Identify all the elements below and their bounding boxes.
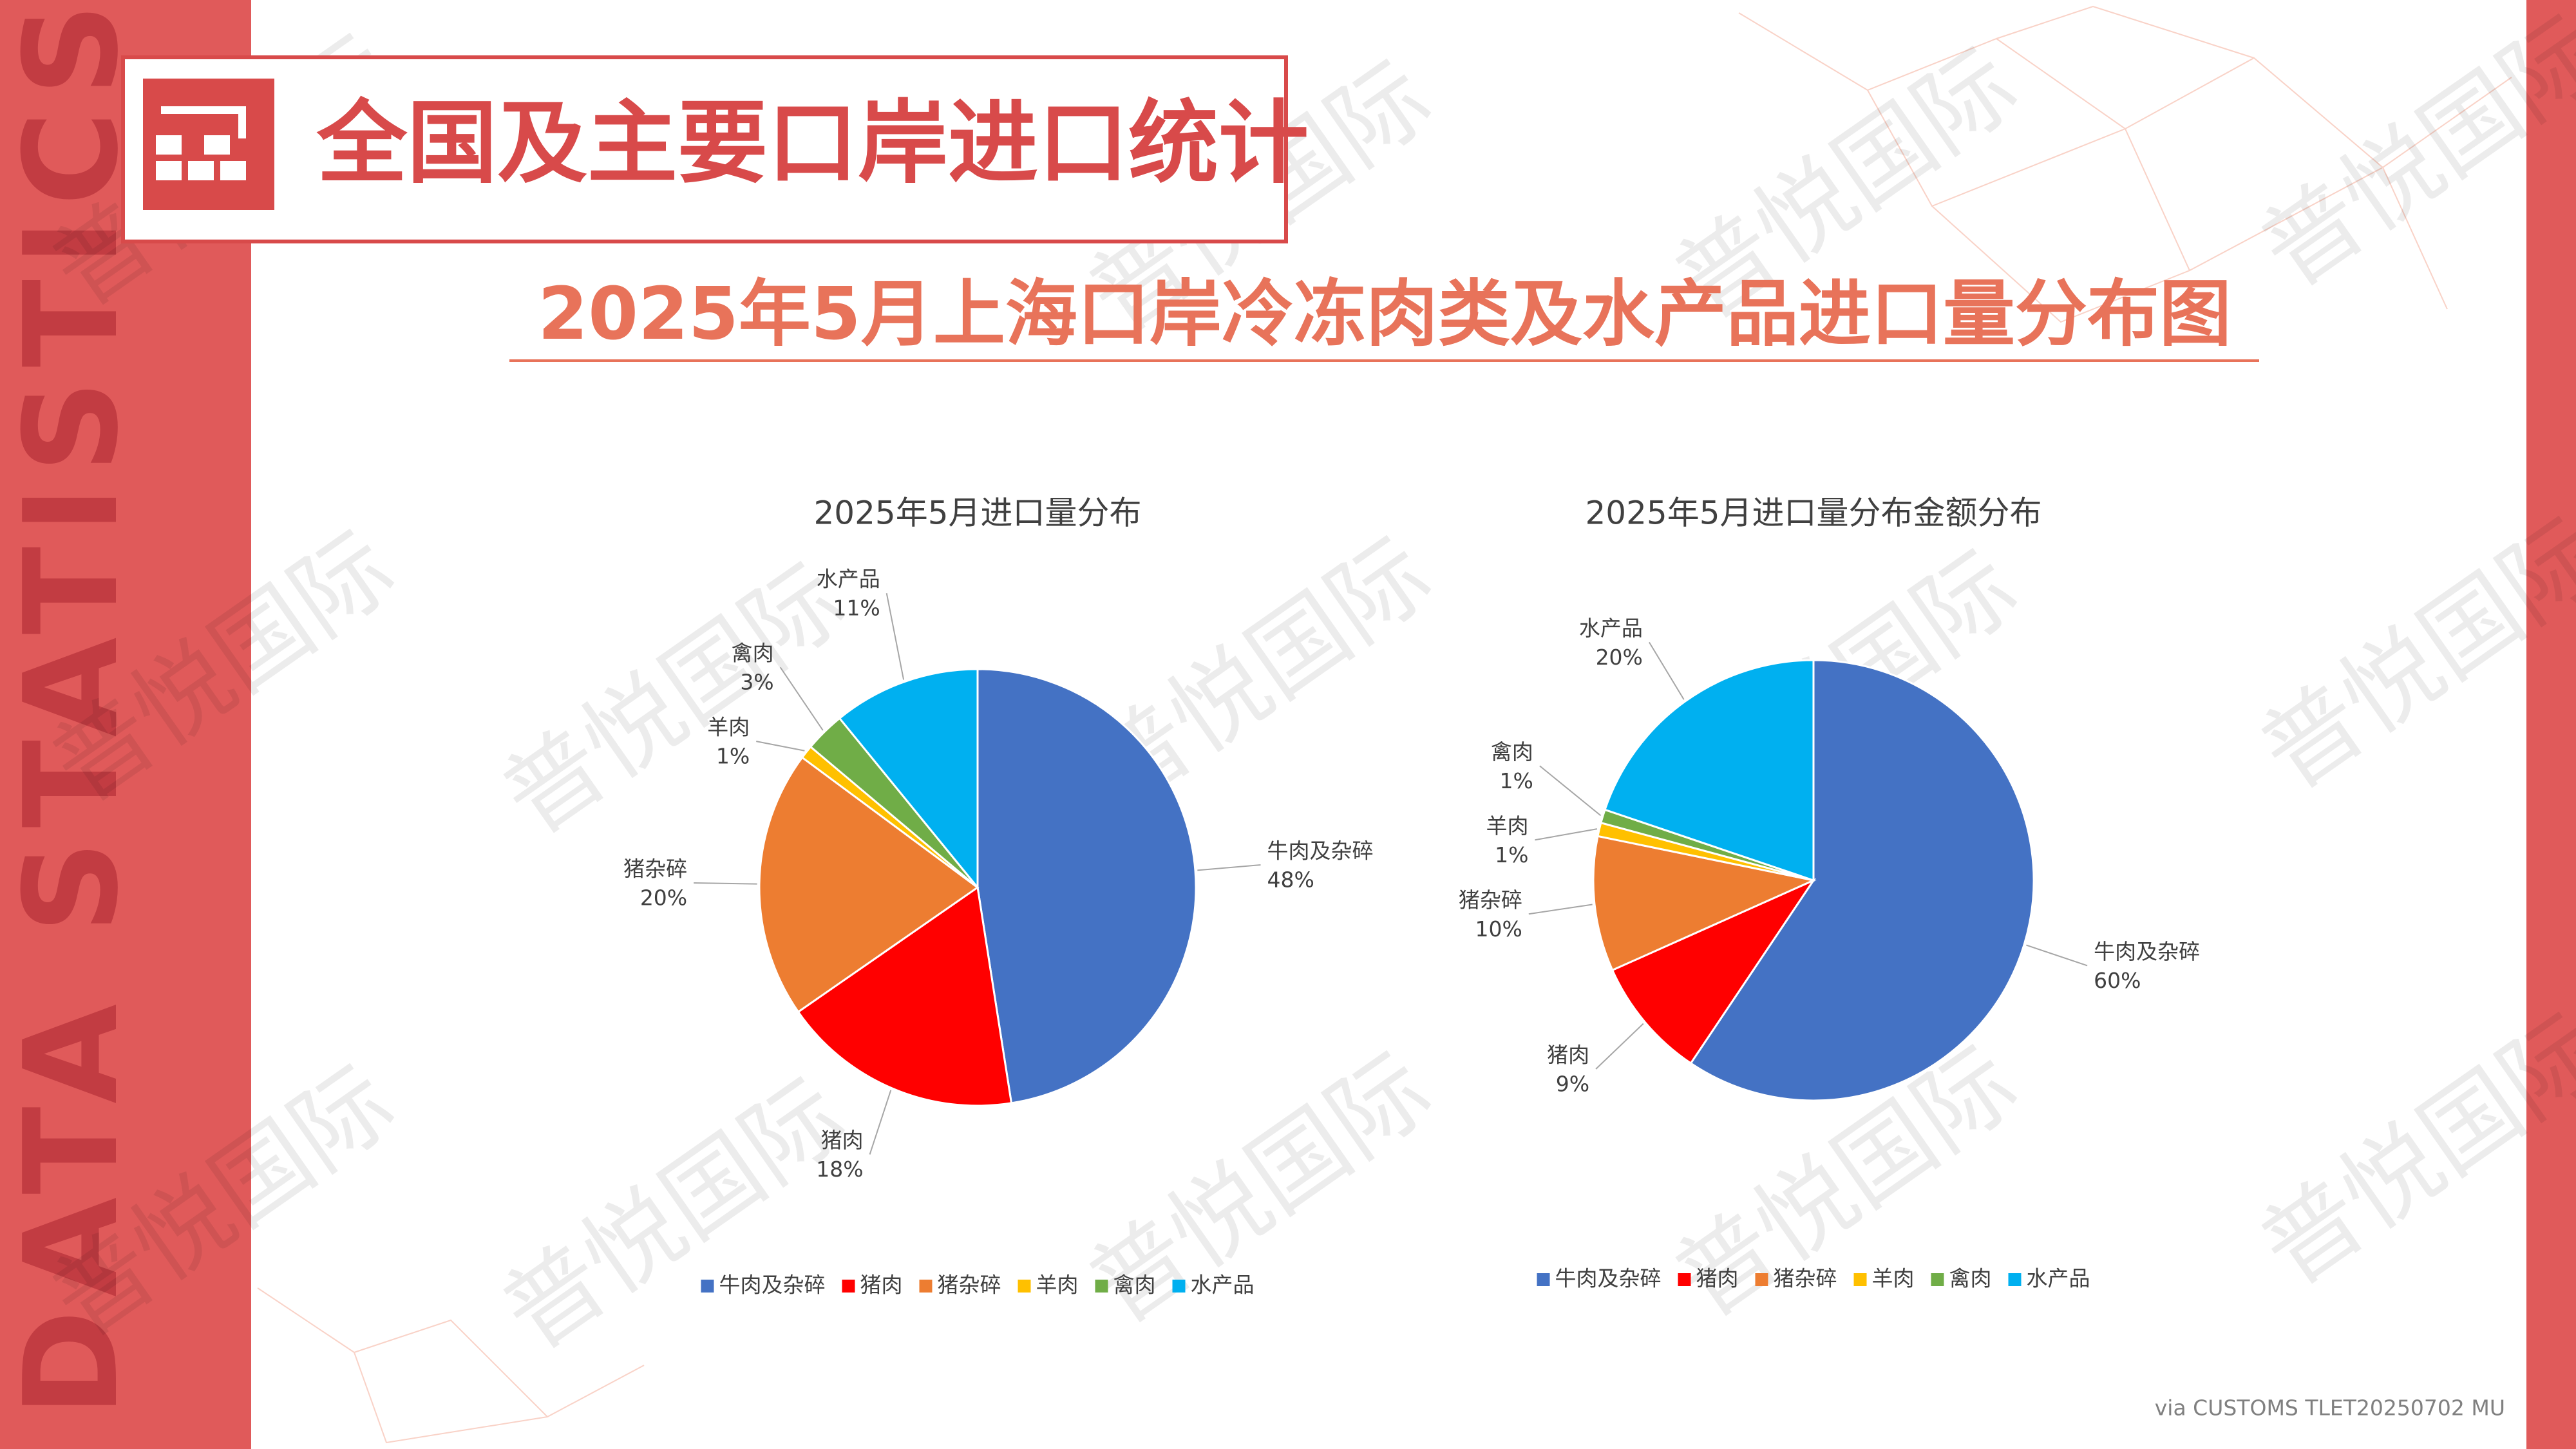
header-box: [121, 55, 1288, 243]
legend-marker: [2008, 1273, 2022, 1286]
pie-slice: [1604, 659, 1815, 882]
data-label-name: 牛肉及杂碎: [2094, 939, 2200, 964]
data-label-name: 水产品: [817, 567, 880, 592]
right-strip: [2526, 0, 2576, 1449]
data-label-value: 20%: [1596, 645, 1643, 670]
data-label-name: 猪肉: [1547, 1042, 1589, 1067]
data-label-value: 10%: [1475, 916, 1522, 942]
data-label-value: 1%: [716, 744, 750, 769]
pie-slice: [1689, 659, 2035, 1102]
legend-label: 羊肉: [1872, 1266, 1915, 1291]
legend-marker: [1018, 1280, 1031, 1293]
data-label-value: 3%: [740, 670, 773, 695]
legend-marker: [842, 1280, 855, 1293]
data-label-value: 60%: [2094, 968, 2141, 993]
header-title: 全国及主要口岸进口统计: [316, 91, 1309, 196]
data-label-value: 48%: [1267, 867, 1314, 892]
pie-slice: [797, 886, 1013, 1107]
leader-line: [869, 1090, 892, 1155]
legend-label: 猪肉: [860, 1273, 903, 1298]
chart-title: 2025年5月进口量分布金额分布: [1585, 495, 2041, 532]
pie-slice: [1611, 878, 1817, 1065]
data-label-name: 水产品: [1579, 616, 1643, 641]
legend-marker: [1537, 1273, 1550, 1286]
leader-line: [1595, 1023, 1644, 1070]
pie-slice: [976, 668, 1197, 1104]
data-label-value: 20%: [640, 885, 687, 910]
legend-marker: [1853, 1273, 1867, 1286]
legend-label: 水产品: [1191, 1273, 1255, 1298]
legend-marker: [701, 1280, 714, 1293]
source: via CUSTOMS TLET20250702 MU: [2155, 1396, 2505, 1421]
legend-label: 水产品: [2027, 1266, 2090, 1291]
data-label-value: 11%: [833, 596, 880, 621]
legend-label: 猪杂碎: [938, 1273, 1001, 1298]
legend-marker: [1755, 1273, 1768, 1286]
data-label-name: 猪杂碎: [1459, 887, 1522, 913]
data-label-name: 羊肉: [707, 715, 750, 740]
data-label-name: 猪杂碎: [623, 856, 687, 881]
leader-line: [779, 667, 824, 731]
chart-title: 2025年5月进口量分布: [813, 495, 1141, 532]
icon-glyph: [156, 106, 246, 180]
pie-slice: [758, 756, 980, 1014]
legend: 牛肉及杂碎 猪肉 猪杂碎 羊肉 禽肉 水产品: [1537, 1266, 2090, 1291]
legend-marker: [919, 1280, 933, 1293]
leader-line: [1197, 864, 1261, 871]
data-label-name: 禽肉: [732, 641, 774, 666]
legend-label: 猪杂碎: [1774, 1266, 1837, 1291]
leader-line: [1528, 904, 1593, 915]
legend-marker: [1172, 1280, 1186, 1293]
data-label-value: 1%: [1499, 768, 1533, 793]
leader-line: [2026, 944, 2088, 967]
network-decoration: [257, 5, 2512, 1444]
data-label-name: 羊肉: [1486, 813, 1528, 838]
data-label-name: 禽肉: [1491, 739, 1533, 764]
legend-label: 牛肉及杂碎: [719, 1273, 826, 1298]
data-label-value: 18%: [816, 1157, 863, 1182]
legend-label: 禽肉: [1949, 1266, 1992, 1291]
data-label-value: 1%: [1495, 842, 1528, 867]
legend-label: 牛肉及杂碎: [1555, 1266, 1662, 1291]
legend-marker: [1095, 1280, 1108, 1293]
legend-label: 羊肉: [1036, 1273, 1079, 1298]
legend-marker: [1678, 1273, 1691, 1286]
leader-line: [1649, 641, 1685, 700]
legend: 牛肉及杂碎 猪肉 猪杂碎 羊肉 禽肉 水产品: [701, 1273, 1255, 1298]
leader-line: [1539, 765, 1602, 817]
leader-line: [1535, 828, 1598, 841]
leader-line: [756, 741, 805, 752]
legend-marker: [1931, 1273, 1944, 1286]
data-label-name: 牛肉及杂碎: [1267, 838, 1374, 863]
leader-line: [694, 882, 757, 885]
leader-line: [886, 592, 905, 680]
data-label-value: 9%: [1556, 1071, 1589, 1096]
legend-label: 禽肉: [1113, 1273, 1156, 1298]
legend-label: 猪肉: [1696, 1266, 1739, 1291]
data-label-name: 猪肉: [821, 1128, 864, 1153]
subtitle: 2025年5月上海口岸冷冻肉类及水产品进口量分布图: [538, 272, 2231, 356]
pie-slice: [838, 668, 979, 891]
